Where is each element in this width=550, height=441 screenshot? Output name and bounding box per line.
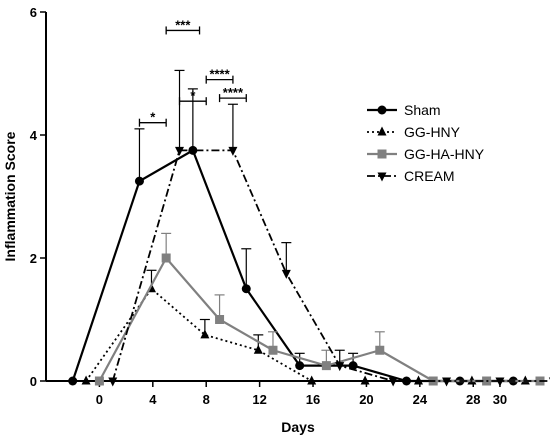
series-gg-hny	[81, 269, 530, 385]
legend-entry: CREAM	[367, 168, 455, 184]
significance-label: ***	[175, 17, 191, 32]
data-point	[375, 345, 385, 355]
series-layer	[68, 69, 550, 387]
legend-entry: GG-HA-HNY	[367, 146, 485, 162]
x-tick-label: 12	[252, 392, 266, 407]
series-line	[111, 149, 550, 382]
data-point	[495, 377, 505, 387]
x-tick-label: 16	[306, 392, 320, 407]
data-point	[215, 315, 225, 324]
legend-entry: GG-HNY	[367, 124, 461, 140]
legend-marker	[377, 105, 387, 115]
y-tick-label: 0	[30, 374, 37, 389]
significance-label: *	[190, 88, 196, 103]
data-point	[134, 176, 144, 186]
legend-marker	[377, 149, 387, 159]
data-point	[200, 329, 210, 339]
legend-label: CREAM	[404, 168, 455, 184]
x-tick-label: 0	[96, 392, 103, 407]
legend-label: GG-HNY	[404, 124, 461, 140]
data-point	[268, 345, 278, 355]
data-point	[321, 361, 331, 371]
y-tick-label: 4	[30, 128, 38, 143]
series-line	[85, 287, 526, 382]
data-point	[228, 146, 238, 156]
data-point	[241, 284, 251, 294]
x-ticks: 0 4 8 12 16 20 24 28 30	[96, 381, 507, 407]
y-ticks: 0 2 4 6	[30, 5, 46, 389]
data-point	[175, 146, 185, 156]
significance-label: ****	[209, 67, 230, 82]
legend-marker	[377, 126, 387, 136]
significance-label: *	[150, 110, 156, 125]
series-cream	[108, 69, 550, 387]
data-point	[295, 361, 305, 371]
significance-label: ****	[223, 85, 244, 100]
data-point	[188, 145, 198, 155]
significance-bracket: *	[138, 110, 167, 127]
legend-label: Sham	[404, 102, 441, 118]
data-point	[307, 375, 317, 385]
series-line	[98, 256, 540, 383]
data-point	[388, 377, 398, 387]
data-point	[108, 377, 118, 387]
data-point	[68, 376, 78, 386]
series-gg-ha-hny	[94, 232, 545, 386]
significance-bracket: *	[178, 88, 207, 106]
x-tick-label: 8	[203, 392, 210, 407]
data-point	[335, 362, 345, 372]
data-point	[281, 269, 291, 279]
data-point	[161, 253, 171, 263]
data-point	[348, 361, 358, 371]
x-tick-label: 24	[413, 392, 428, 407]
significance-bracket: ****	[218, 85, 247, 103]
y-tick-label: 6	[30, 5, 37, 20]
x-tick-label: 30	[493, 392, 507, 407]
legend-label: GG-HA-HNY	[404, 146, 485, 162]
data-point	[414, 375, 424, 385]
data-point	[360, 375, 370, 385]
significance-annotations: *************	[138, 17, 247, 127]
data-point	[81, 375, 91, 385]
y-axis-title: Inflammation Score	[2, 131, 18, 261]
data-point	[253, 344, 263, 354]
x-tick-label: 20	[359, 392, 373, 407]
legend-entry: Sham	[367, 102, 441, 118]
x-axis-title: Days	[281, 419, 315, 435]
data-point	[442, 377, 452, 387]
legend-marker	[377, 172, 387, 182]
x-tick-label: 4	[149, 392, 157, 407]
significance-bracket: ***	[165, 17, 201, 35]
y-tick-label: 2	[30, 251, 37, 266]
significance-bracket: ****	[205, 67, 234, 84]
legend: Sham GG-HNY GG-HA-HNY CREAM	[367, 102, 485, 184]
x-tick-label: 28	[466, 392, 480, 407]
data-point	[94, 376, 104, 386]
